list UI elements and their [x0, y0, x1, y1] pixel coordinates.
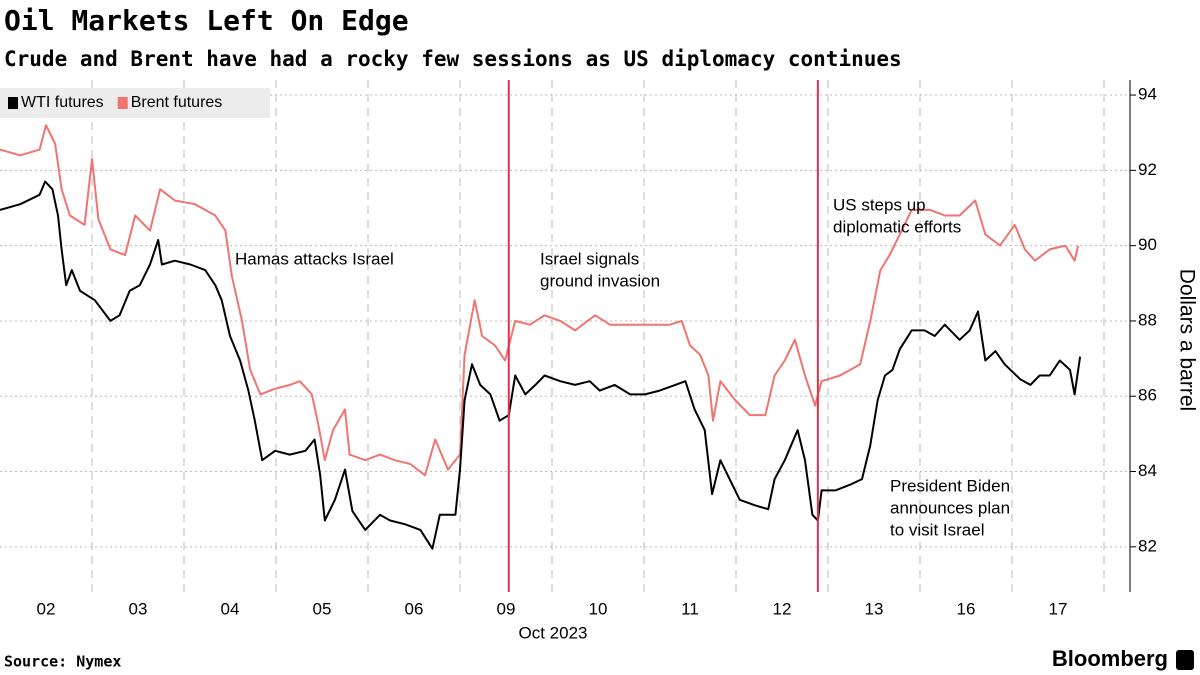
line-series [0, 180, 1082, 550]
x-axis-label: Oct 2023 [519, 623, 588, 642]
y-tick-label: 90 [1138, 235, 1157, 254]
y-tick-label: 88 [1138, 310, 1157, 329]
legend-box [0, 88, 270, 118]
x-tick-label: 03 [129, 599, 148, 618]
line-series [0, 124, 1080, 477]
brand: Bloomberg [1052, 646, 1168, 671]
y-tick-label: 92 [1138, 160, 1157, 179]
source: Source: Nymex [4, 653, 121, 671]
y-tick-label: 84 [1138, 461, 1157, 480]
x-tick-label: 09 [497, 599, 516, 618]
legend-label: WTI futures [21, 94, 104, 111]
legend-swatch [8, 97, 18, 109]
chart-title: Oil Markets Left On Edge [4, 4, 409, 37]
chart-subtitle: Crude and Brent have had a rocky few ses… [4, 47, 902, 71]
annotation: to visit Israel [890, 520, 984, 539]
legend-swatch [117, 97, 128, 109]
annotation: Hamas attacks Israel [235, 249, 394, 268]
y-axis-label: Dollars a barrel [1175, 269, 1198, 411]
annotation: President Biden [890, 476, 1010, 495]
y-tick-label: 86 [1138, 386, 1157, 405]
annotation: US steps up [833, 195, 926, 214]
annotation: diplomatic efforts [833, 217, 961, 236]
x-tick-label: 02 [37, 599, 56, 618]
x-tick-label: 13 [865, 599, 884, 618]
x-tick-label: 06 [405, 599, 424, 618]
x-tick-label: 05 [313, 599, 332, 618]
brand-icon [1176, 650, 1194, 670]
y-tick-label: 82 [1138, 536, 1157, 555]
legend-label: Brent futures [131, 94, 223, 111]
x-tick-label: 16 [957, 599, 976, 618]
y-tick-label: 94 [1138, 85, 1157, 104]
annotation: announces plan [890, 498, 1010, 517]
x-tick-label: 12 [773, 599, 792, 618]
x-tick-label: 10 [589, 599, 608, 618]
annotation: ground invasion [540, 271, 660, 290]
annotation: Israel signals [540, 249, 639, 268]
x-tick-label: 17 [1049, 599, 1068, 618]
x-tick-label: 11 [681, 599, 699, 618]
x-tick-label: 04 [221, 599, 240, 618]
